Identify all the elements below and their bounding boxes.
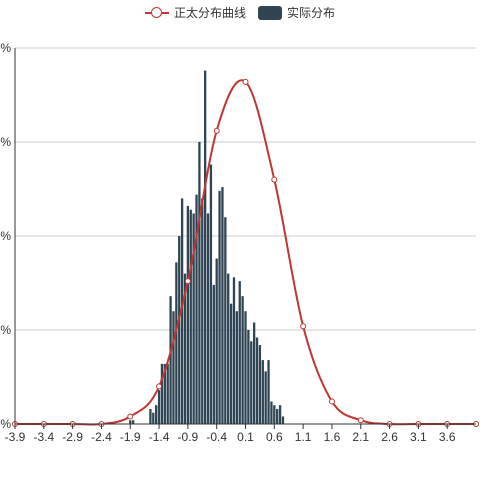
histogram-bar: [232, 277, 236, 424]
histogram-bar: [215, 258, 218, 424]
x-tick-label: -0.9: [178, 430, 199, 444]
x-tick-label: 3.1: [410, 430, 427, 444]
histogram-bar: [160, 363, 164, 424]
histogram-bar: [212, 284, 215, 424]
y-tick-label: %: [0, 323, 11, 337]
histogram-bar: [227, 273, 230, 424]
histogram-bar: [204, 70, 207, 424]
x-tick-label: -2.4: [91, 430, 112, 444]
histogram-bar: [278, 405, 282, 424]
histogram-bar: [261, 360, 264, 424]
legend-item-actual-distribution[interactable]: 实际分布: [258, 4, 335, 21]
histogram-bar: [250, 341, 253, 424]
legend-item-normal-curve[interactable]: 正太分布曲线: [145, 4, 246, 21]
normal-curve-point: [328, 398, 335, 405]
histogram-bar: [175, 262, 178, 424]
normal-curve-point: [242, 78, 249, 85]
legend-label-actual-distribution: 实际分布: [287, 6, 336, 20]
normal-curve-point: [184, 278, 191, 285]
histogram-bar: [201, 198, 204, 424]
normal-curve-point: [127, 413, 134, 420]
histogram-bar: [169, 296, 172, 424]
histogram-bar: [270, 401, 273, 424]
histogram-bar: [192, 213, 195, 424]
y-tick-label: %: [0, 229, 11, 243]
histogram-bar: [247, 330, 250, 424]
normal-curve-point: [300, 323, 307, 330]
grid-lines: [15, 47, 476, 331]
histogram-bar: [131, 420, 135, 424]
y-tick-label: %: [0, 135, 11, 149]
x-tick-label: -1.9: [120, 430, 141, 444]
bar-series: [129, 70, 285, 424]
legend-line-swatch-icon: [145, 6, 169, 20]
x-tick-label: 0.6: [266, 430, 283, 444]
histogram-bar: [180, 198, 184, 424]
histogram-bar: [186, 205, 190, 424]
histogram-bar: [149, 408, 152, 424]
x-tick-label: -2.9: [62, 430, 83, 444]
histogram-bar: [198, 142, 201, 424]
x-tick-label: -3.4: [33, 430, 54, 444]
histogram-bar: [129, 420, 132, 424]
x-tick-label: 3.6: [439, 430, 456, 444]
y-tick-label: %: [0, 41, 11, 55]
histogram-bar: [183, 273, 187, 424]
histogram-bar: [166, 363, 169, 424]
histogram-bar: [238, 281, 241, 424]
histogram-bar: [252, 322, 256, 424]
x-tick-label: 1.6: [324, 430, 341, 444]
normal-curve-point: [271, 176, 278, 183]
histogram-bar: [152, 412, 155, 424]
chart-legend: 正太分布曲线 实际分布: [0, 0, 490, 22]
histogram-bar: [178, 236, 181, 424]
x-tick-label: -3.9: [5, 430, 26, 444]
histogram-bar: [189, 209, 192, 424]
normal-curve-point: [357, 417, 364, 424]
x-tick-label: 0.1: [237, 430, 254, 444]
histogram-bar: [206, 213, 210, 424]
x-tick-label: 1.1: [295, 430, 312, 444]
histogram-bar: [224, 217, 227, 424]
histogram-bar: [229, 303, 233, 424]
histogram-bar: [281, 416, 285, 424]
legend-bar-swatch-icon: [258, 5, 282, 20]
x-tick-label: 2.1: [352, 430, 369, 444]
legend-label-normal-curve: 正太分布曲线: [174, 6, 247, 20]
normal-curve-point: [156, 383, 163, 390]
histogram-bar: [155, 405, 158, 424]
x-tick-label: -0.4: [206, 430, 227, 444]
histogram-bar: [235, 311, 239, 424]
histogram-bar: [264, 371, 267, 424]
x-tick-label: -1.4: [149, 430, 170, 444]
x-tick-label: 2.6: [381, 430, 398, 444]
histogram-bar: [255, 337, 259, 424]
normal-curve-point: [213, 127, 220, 134]
histogram-bar: [267, 360, 270, 424]
histogram-bar: [163, 363, 166, 424]
histogram-bar: [241, 296, 244, 424]
histogram-bar: [195, 194, 198, 424]
axes: %%%%%-3.9 -3.4 -2.9 -2.4 -1.9 -1.4 -0.9 -0.4 0.1…: [0, 41, 476, 444]
histogram-bar: [172, 311, 175, 424]
histogram-bar: [218, 190, 221, 424]
histogram-bar: [258, 345, 262, 424]
histogram-bar: [209, 164, 213, 424]
histogram-bar: [221, 187, 224, 424]
histogram-bar: [276, 408, 279, 424]
y-tick-label: %: [0, 417, 11, 431]
histogram-bar: [273, 405, 276, 424]
histogram-bar: [157, 390, 161, 424]
histogram-bar: [244, 311, 247, 424]
